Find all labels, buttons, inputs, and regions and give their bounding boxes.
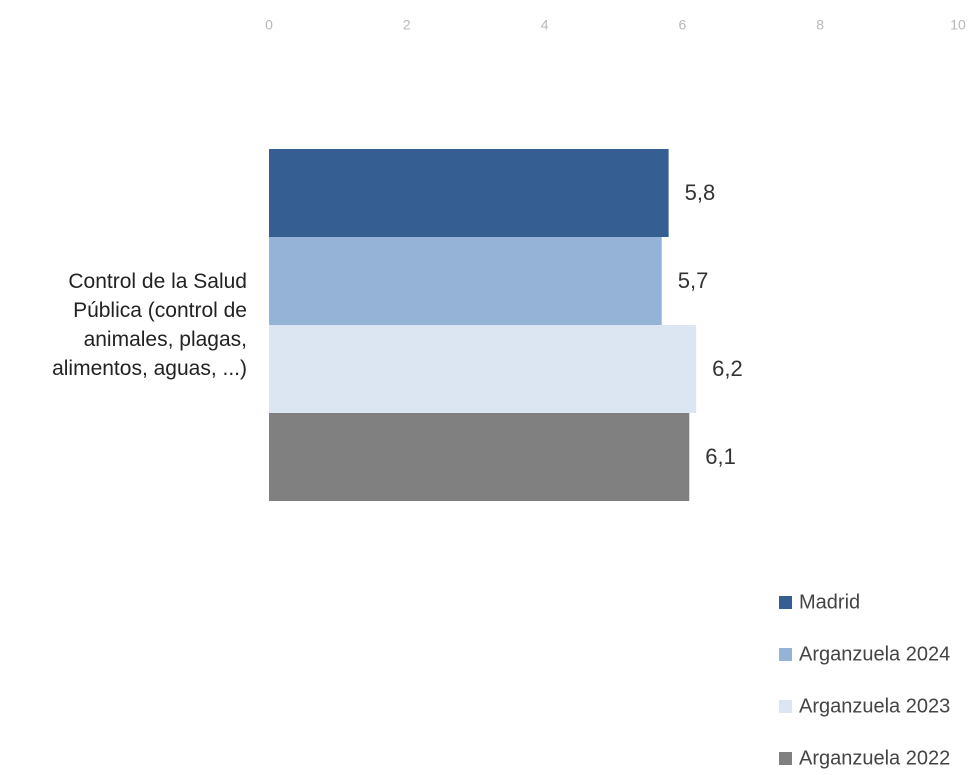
legend-swatch xyxy=(779,648,792,661)
legend-swatch xyxy=(779,700,792,713)
x-tick-label: 8 xyxy=(816,17,824,33)
x-tick-label: 2 xyxy=(403,17,411,33)
legend-swatch xyxy=(779,596,792,609)
x-tick-label: 10 xyxy=(950,17,966,33)
legend-label: Madrid xyxy=(799,591,860,613)
legend-label: Arganzuela 2022 xyxy=(799,747,950,769)
x-tick-label: 0 xyxy=(265,17,273,33)
bar xyxy=(269,413,690,501)
category-label: Control de la Salud Pública (control de … xyxy=(52,270,247,380)
data-label: 6,1 xyxy=(705,444,736,469)
legend-label: Arganzuela 2023 xyxy=(799,695,950,717)
x-tick-label: 6 xyxy=(679,17,687,33)
data-label: 6,2 xyxy=(712,356,743,381)
x-tick-label: 4 xyxy=(541,17,549,33)
data-label: 5,8 xyxy=(685,180,716,205)
bar xyxy=(269,325,697,413)
bar xyxy=(269,149,669,237)
bar xyxy=(269,237,662,325)
legend-swatch xyxy=(779,752,792,765)
legend-label: Arganzuela 2024 xyxy=(799,643,950,665)
data-label: 5,7 xyxy=(678,268,709,293)
